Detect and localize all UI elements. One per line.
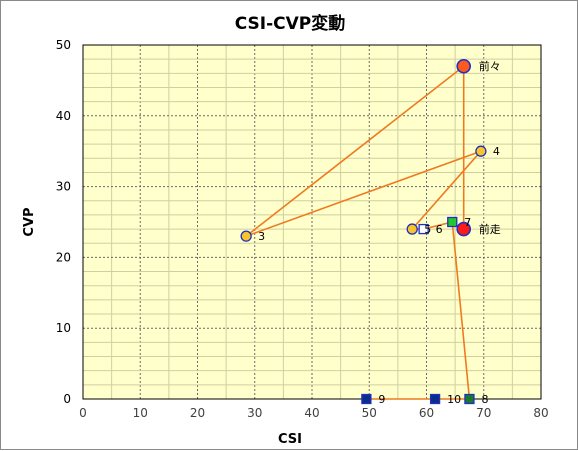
data-point-label: 前走 [479, 222, 501, 236]
y-tick-label: 0 [63, 392, 71, 406]
trajectory-line [245, 64, 482, 400]
axes [82, 44, 542, 400]
data-point-label: 6 [436, 223, 443, 236]
series-line [245, 64, 482, 400]
data-point-label: 4 [493, 145, 500, 158]
x-tick-label: 80 [533, 406, 548, 420]
data-point-marker [464, 393, 475, 405]
tick-labels: 0 10 20 30 40 50 60 70 80 0 10 20 30 40 50 [56, 38, 549, 420]
point-labels: 前走 前々 3 4 5 6 7 8 9 10 [258, 59, 501, 406]
x-tick-label: 40 [304, 406, 319, 420]
data-point-marker [240, 230, 252, 242]
y-tick-label: 30 [56, 180, 71, 194]
plot-border [82, 44, 542, 400]
x-tick-label: 70 [476, 406, 491, 420]
data-point-marker [456, 58, 472, 74]
x-tick-label: 20 [190, 406, 205, 420]
data-point-label: 前々 [479, 59, 501, 73]
data-point-label: 8 [481, 393, 488, 406]
data-point-marker [456, 221, 472, 237]
y-tick-label: 50 [56, 38, 71, 52]
x-axis-title: CSI [278, 432, 302, 447]
data-point-label: 10 [447, 393, 461, 406]
chart-title: CSI-CVP変動 [235, 13, 346, 34]
data-point-marker [418, 223, 429, 235]
grid-lines [83, 45, 541, 399]
data-point-label: 5 [424, 223, 431, 236]
x-tick-label: 50 [362, 406, 377, 420]
x-tick-label: 60 [419, 406, 434, 420]
data-point-marker [429, 393, 441, 405]
data-point-marker [447, 216, 458, 228]
x-tick-label: 0 [79, 406, 87, 420]
data-point-marker [406, 223, 418, 235]
y-tick-label: 20 [56, 250, 71, 264]
x-tick-label: 30 [247, 406, 262, 420]
x-tick-label: 10 [133, 406, 148, 420]
y-axis-title: CVP [22, 207, 37, 236]
data-point-marker [361, 393, 372, 405]
data-point-marker [475, 145, 487, 157]
data-point-label: 9 [378, 393, 385, 406]
data-points [240, 58, 487, 405]
y-tick-label: 10 [56, 321, 71, 335]
data-point-label: 3 [258, 230, 265, 243]
data-point-label: 7 [464, 216, 471, 229]
y-tick-label: 40 [56, 109, 71, 123]
